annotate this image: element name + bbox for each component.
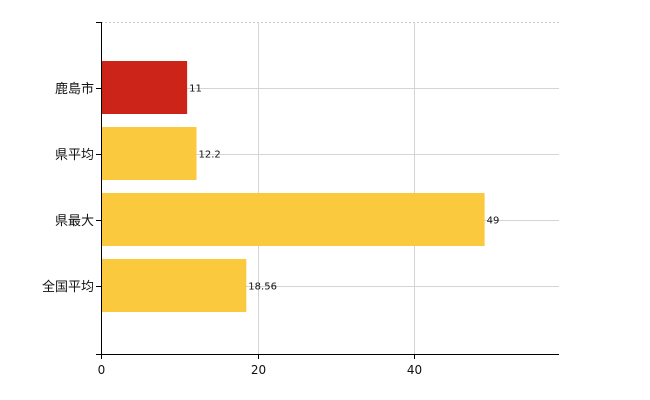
x-tick-label-1: 20: [251, 363, 266, 377]
x-tick-label-2: 40: [407, 363, 422, 377]
data-label-2: 49: [487, 216, 500, 227]
category-label-3: 全国平均: [42, 279, 94, 295]
category-label-0: 鹿島市: [55, 81, 94, 97]
bar-1: [102, 127, 197, 180]
data-label-1: 12.2: [199, 150, 221, 161]
category-label-1: 県平均: [55, 148, 94, 163]
category-label-2: 県最大: [55, 214, 94, 229]
data-label-3: 18.56: [248, 282, 277, 293]
x-tick-label-0: 0: [98, 363, 106, 377]
bar-3: [102, 259, 247, 312]
bars: [102, 61, 485, 312]
data-label-0: 11: [189, 84, 202, 95]
axes: [96, 22, 559, 359]
bar-2: [102, 193, 485, 246]
bar-0: [102, 61, 188, 114]
